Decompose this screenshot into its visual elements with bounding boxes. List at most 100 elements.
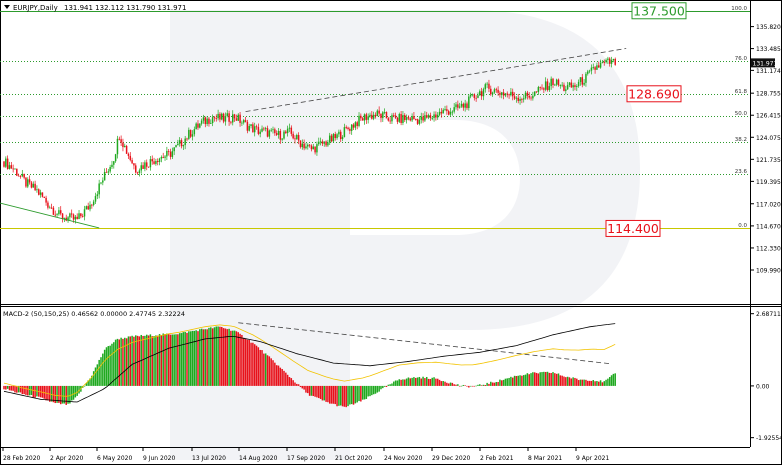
macd-histogram-bar (91, 375, 93, 386)
macd-histogram-bar (409, 378, 412, 386)
macd-histogram-bar (594, 381, 596, 386)
macd-histogram-bar (363, 385, 366, 400)
candle-bear (105, 171, 108, 173)
candle-bull (343, 127, 346, 137)
candle-bear (396, 117, 399, 122)
candle-bull (264, 128, 267, 130)
macd-histogram-bar (274, 362, 276, 386)
candle-bear (385, 112, 388, 119)
candle-bear (594, 67, 596, 70)
macd-histogram-bar (572, 377, 574, 386)
macd-histogram-bar (535, 372, 538, 386)
macd-histogram-bar (263, 353, 265, 386)
symbol-dropdown-icon[interactable] (4, 5, 10, 9)
candle-bear (314, 146, 316, 153)
macd-histogram-bar (517, 375, 519, 386)
candle-bull (116, 138, 119, 155)
candle-bull (420, 116, 422, 120)
candle-bull (554, 84, 556, 86)
macd-histogram-bar (272, 360, 274, 386)
macd-histogram-bar (552, 372, 554, 386)
macd-histogram-bar (149, 334, 152, 386)
macd-histogram-bar (288, 377, 291, 386)
candle-bear (480, 91, 483, 97)
macd-histogram-bar (144, 335, 146, 386)
macd-histogram-bar (252, 342, 254, 386)
macd-histogram-bar (367, 385, 369, 397)
macd-histogram-bar (585, 379, 587, 386)
candle-bear (136, 172, 139, 174)
candle-bear (252, 124, 254, 133)
candle-bear (511, 91, 514, 97)
macd-histogram-bar (479, 384, 481, 386)
candle-bull (232, 114, 234, 123)
candle-bear (133, 163, 135, 166)
candle-bull (103, 171, 106, 181)
price-tick-label: 109.990 (756, 268, 781, 275)
candle-bull (493, 89, 496, 93)
candle-bear (263, 128, 265, 130)
macd-histogram-bar (135, 335, 137, 386)
candle-bull (113, 161, 115, 165)
macd-histogram-bar (391, 383, 393, 386)
candle-bull (424, 115, 426, 121)
candle-bull (301, 143, 304, 148)
macd-histogram-bar (67, 385, 69, 404)
macd-histogram-bar (554, 373, 556, 386)
candle-bull (89, 204, 91, 210)
macd-histogram-bar (350, 385, 353, 405)
macd-tick-label: -1.92554 (756, 435, 782, 442)
candle-bear (279, 130, 282, 140)
macd-histogram-bar (125, 338, 128, 386)
macd-histogram-bar (599, 380, 602, 386)
macd-histogram-bar (235, 331, 238, 386)
macd-histogram-bar (579, 379, 582, 386)
candle-bear (135, 165, 137, 173)
macd-histogram-bar (279, 367, 282, 386)
macd-histogram-bar (442, 381, 444, 386)
candle-bear (526, 92, 529, 96)
candle-bear (389, 120, 391, 122)
price-tick-label: 128.755 (756, 91, 781, 98)
macd-histogram-bar (524, 374, 527, 386)
macd-histogram-bar (361, 385, 364, 400)
candle-bear (239, 114, 241, 123)
macd-histogram (3, 326, 616, 408)
macd-histogram-bar (612, 373, 615, 386)
macd-histogram-bar (102, 353, 104, 386)
macd-histogram-bar (513, 375, 516, 386)
symbol-label: EURJPY,Daily (13, 4, 58, 12)
macd-histogram-bar (371, 385, 373, 396)
macd-histogram-bar (354, 385, 357, 404)
macd-histogram-bar (23, 385, 25, 395)
candle-bear (186, 138, 188, 140)
candle-bear (266, 128, 269, 137)
fib-level-label: 38.2 (735, 137, 747, 143)
macd-histogram-bar (436, 378, 439, 386)
macd-histogram-bar (184, 331, 186, 386)
candle-bear (325, 141, 327, 146)
fib-level-label: 100.0 (731, 6, 747, 12)
candle-bull (572, 85, 574, 88)
candle-bull (114, 154, 117, 162)
candle-bull (241, 122, 243, 124)
candle-bull (336, 134, 338, 139)
candle-bull (532, 95, 534, 99)
candle-bear (404, 115, 406, 121)
macd-histogram-bar (215, 326, 218, 386)
time-tick-label: 17 Sep 2020 (287, 455, 325, 462)
fib-level-label: 0.0 (738, 223, 747, 229)
macd-signal-line (3, 323, 616, 403)
candle-bull (453, 107, 455, 112)
candle-bear (156, 161, 159, 162)
candle-bear (440, 111, 443, 114)
candle-bull (436, 114, 439, 118)
macd-histogram-bar (314, 385, 316, 397)
macd-histogram-bar (471, 385, 474, 387)
candle-bull (63, 217, 66, 219)
macd-histogram-bar (577, 380, 580, 386)
macd-histogram-bar (603, 381, 605, 386)
macd-histogram-bar (208, 327, 210, 386)
candle-bear (292, 133, 294, 139)
macd-axis: 2.68711 0.00 -1.92554 (750, 311, 782, 442)
